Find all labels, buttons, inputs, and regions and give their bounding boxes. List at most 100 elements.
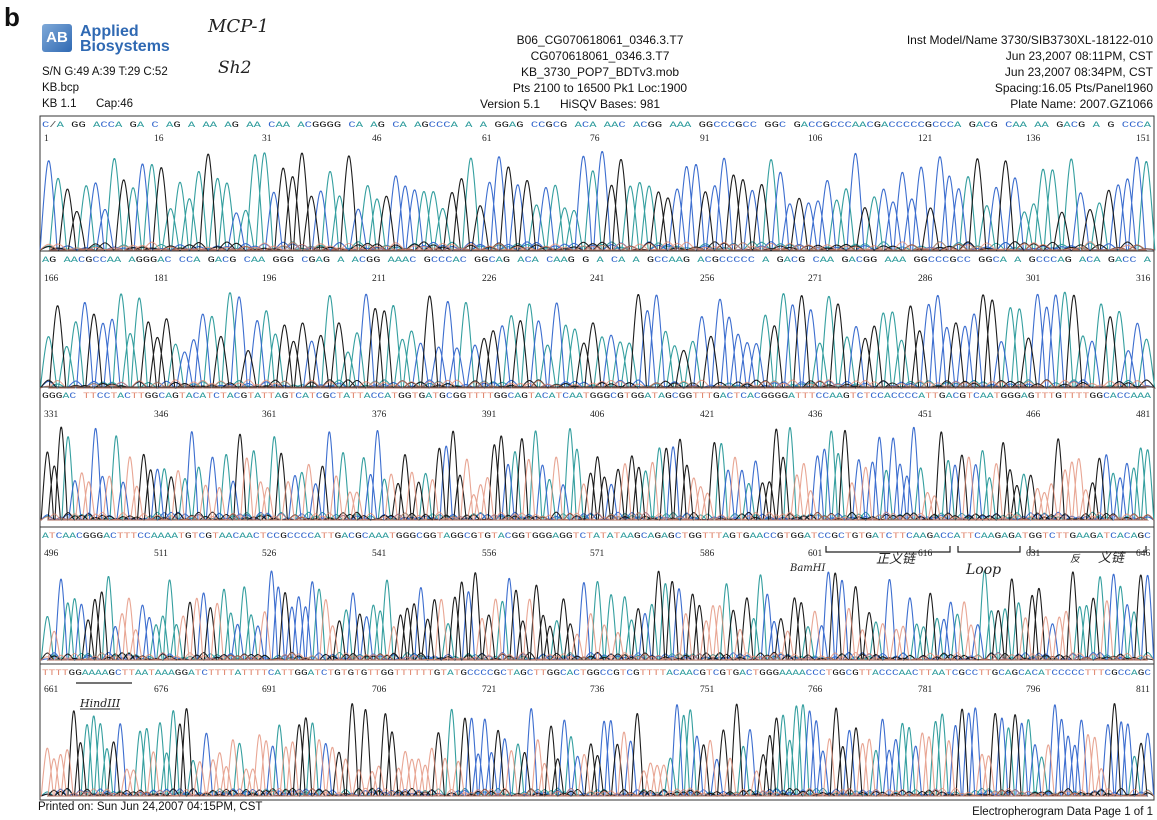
base-position-tick-label: 346 bbox=[154, 410, 169, 420]
base-position-tick-label: 241 bbox=[590, 274, 605, 284]
handwritten-annotations: BamHI 正义链 Loop 反 义链 bbox=[789, 546, 1147, 578]
base-position-tick-label: 721 bbox=[482, 685, 497, 695]
base-position-tick-label: 796 bbox=[1026, 685, 1041, 695]
meta-basecaller-file: KB.bcp bbox=[42, 82, 80, 94]
base-position-tick-label: 751 bbox=[700, 685, 715, 695]
trace-A bbox=[39, 152, 1156, 251]
trace-C bbox=[40, 427, 1155, 521]
base-position-tick-label: 301 bbox=[1026, 274, 1041, 284]
base-position-tick-label: 811 bbox=[1136, 685, 1150, 695]
base-position-tick-label: 331 bbox=[44, 410, 59, 420]
base-position-tick-label: 451 bbox=[918, 410, 933, 420]
trace-T bbox=[40, 379, 1155, 389]
base-position-tick-label: 166 bbox=[44, 274, 59, 284]
trace-G bbox=[39, 152, 1155, 251]
base-position-tick-label: 526 bbox=[262, 549, 277, 559]
base-position-tick-label: 481 bbox=[1136, 410, 1151, 420]
meta-plate-name: Plate Name: 2007.GZ1066 bbox=[1010, 97, 1153, 111]
ab-logo-mark: AB bbox=[42, 24, 72, 52]
base-position-tick-label: 106 bbox=[808, 134, 823, 144]
base-position-tick-label: 631 bbox=[1026, 549, 1041, 559]
base-position-tick-label: 736 bbox=[590, 685, 605, 695]
annotation-sense-strand: 正义链 bbox=[876, 552, 917, 567]
meta-instrument: Inst Model/Name 3730/SIB3730XL-18122-010 bbox=[906, 33, 1153, 47]
sense-strand-bracket bbox=[825, 546, 951, 553]
base-position-tick-label: 361 bbox=[262, 410, 277, 420]
base-position-tick-label: 496 bbox=[44, 549, 59, 559]
meta-version: Version 5.1 bbox=[480, 97, 541, 111]
meta-mobility-file: KB_3730_POP7_BDTv3.mob bbox=[520, 65, 680, 79]
panel-letter: b bbox=[4, 2, 20, 32]
base-position-tick-label: 286 bbox=[918, 274, 933, 284]
base-position-tick-label: 706 bbox=[372, 685, 387, 695]
footer-page-info: Electropherogram Data Page 1 of 1 bbox=[972, 806, 1153, 818]
meta-hisqv: HiSQV Bases: 981 bbox=[560, 97, 661, 111]
base-position-tick-label: 1 bbox=[44, 134, 49, 144]
base-position-tick-label: 151 bbox=[1136, 134, 1151, 144]
base-position-tick-label: 766 bbox=[808, 685, 823, 695]
base-position-tick-label: 601 bbox=[808, 549, 823, 559]
trace-C bbox=[39, 293, 1155, 389]
base-position-tick-label: 226 bbox=[482, 274, 497, 284]
meta-run-start: Jun 23,2007 08:11PM, CST bbox=[1005, 49, 1153, 63]
base-position-tick-label: 571 bbox=[590, 549, 605, 559]
base-position-tick-label: 676 bbox=[154, 685, 169, 695]
annotation-loop: Loop bbox=[965, 562, 1001, 578]
base-position-tick-label: 271 bbox=[808, 274, 823, 284]
handwritten-annotations: HindIII bbox=[76, 682, 132, 710]
base-position-tick-label: 586 bbox=[700, 549, 715, 559]
base-position-tick-label: 196 bbox=[262, 274, 277, 284]
base-position-tick-label: 541 bbox=[372, 549, 387, 559]
base-position-tick-label: 16 bbox=[154, 134, 164, 144]
base-position-tick-label: 436 bbox=[808, 410, 823, 420]
annotation-antisense-1: 反 bbox=[1070, 553, 1081, 565]
meta-sample-name: CG070618061_0346.3.T7 bbox=[530, 49, 670, 63]
base-position-tick-label: 181 bbox=[154, 274, 169, 284]
base-position-tick-label: 61 bbox=[482, 134, 492, 144]
base-position-tick-label: 511 bbox=[154, 549, 168, 559]
base-position-tick-label: 376 bbox=[372, 410, 387, 420]
trace-T bbox=[39, 241, 1155, 251]
base-position-tick-label: 646 bbox=[1136, 549, 1151, 559]
footer-printed-on: Printed on: Sun Jun 24,2007 04:15PM, CST bbox=[38, 801, 263, 813]
chart-frame bbox=[39, 115, 1155, 801]
base-position-tick-label: 211 bbox=[372, 274, 386, 284]
meta-capillary: Cap:46 bbox=[96, 98, 134, 110]
loop-bracket bbox=[957, 546, 1021, 553]
base-position-tick-label: 76 bbox=[590, 134, 600, 144]
brand-line-1: Applied bbox=[80, 23, 139, 40]
base-position-tick-label: 661 bbox=[44, 685, 59, 695]
annotation-antisense-2: 义链 bbox=[1098, 551, 1126, 566]
trace-T bbox=[40, 456, 1155, 521]
base-position-tick-label: 421 bbox=[700, 410, 715, 420]
meta-signal-strength: S/N G:49 A:39 T:29 C:52 bbox=[42, 66, 168, 78]
handwritten-label-sh2: Sh2 bbox=[218, 58, 252, 78]
handwritten-label-mcp: MCP-1 bbox=[208, 16, 269, 37]
base-position-tick-label: 691 bbox=[262, 685, 277, 695]
base-position-tick-label: 781 bbox=[918, 685, 933, 695]
annotation-hindiii: HindIII bbox=[79, 697, 121, 710]
base-position-tick-label: 616 bbox=[918, 549, 933, 559]
meta-spacing: Spacing:16.05 Pts/Panel1960 bbox=[994, 81, 1153, 95]
antisense-strand-bracket bbox=[1029, 546, 1147, 553]
meta-points: Pts 2100 to 16500 Pk1 Loc:1900 bbox=[512, 81, 688, 95]
meta-sample-file: B06_CG070618061_0346.3.T7 bbox=[516, 33, 684, 47]
base-position-tick-label: 136 bbox=[1026, 134, 1041, 144]
trace-T bbox=[40, 597, 1155, 661]
base-position-tick-label: 121 bbox=[918, 134, 933, 144]
base-position-tick-label: 466 bbox=[1026, 410, 1041, 420]
base-position-tick-label: 316 bbox=[1136, 274, 1151, 284]
trace-T bbox=[40, 731, 1155, 797]
base-position-tick-label: 91 bbox=[700, 134, 710, 144]
meta-kb-version: KB 1.1 bbox=[42, 98, 77, 110]
